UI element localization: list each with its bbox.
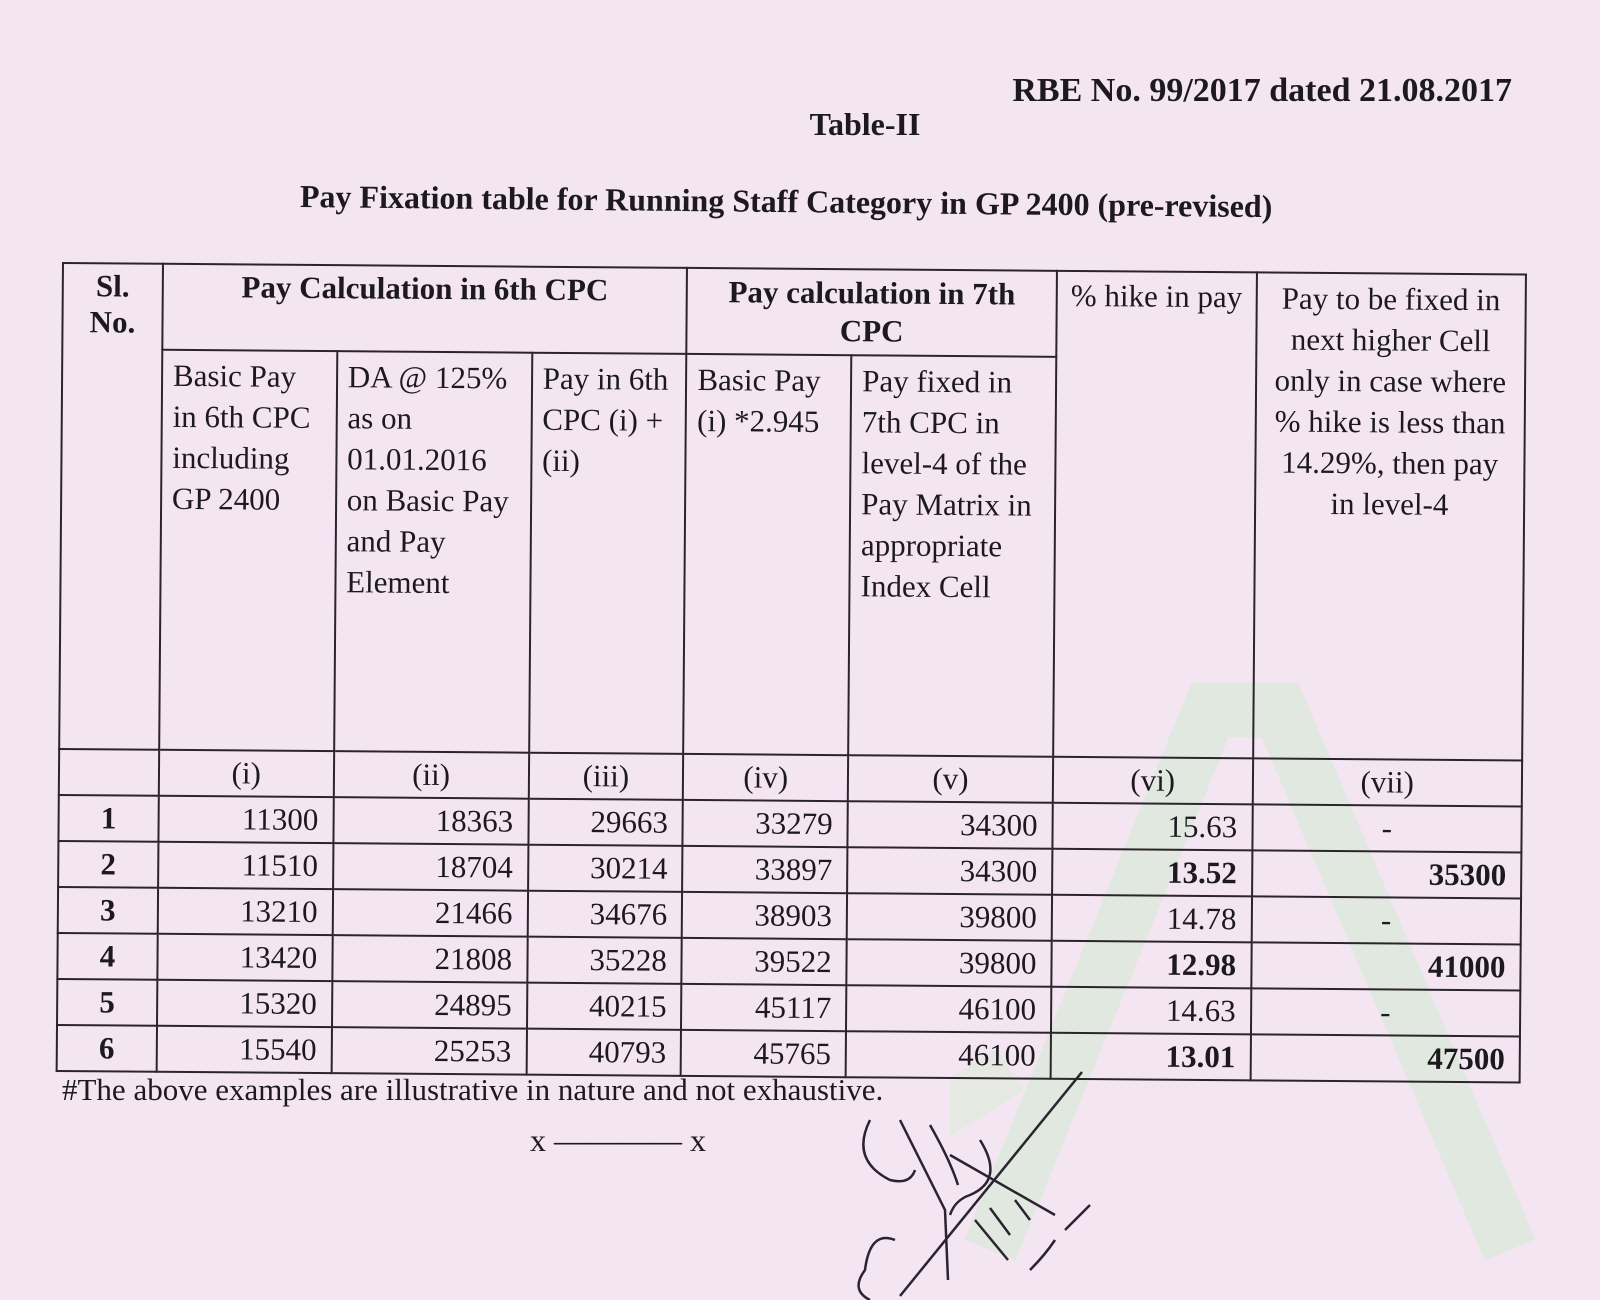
value-cell: 21808 (332, 935, 528, 983)
value-cell: 39522 (681, 937, 847, 986)
sl-no-cell: 1 (58, 794, 159, 842)
pay-fixation-table: Sl. No. Pay Calculation in 6th CPC Pay c… (56, 262, 1527, 1083)
hike-header: % hike in pay (1053, 270, 1257, 759)
sl-no-cell: 4 (57, 932, 158, 980)
value-cell: 33279 (682, 799, 848, 848)
group-6th-cpc-header: Pay Calculation in 6th CPC (162, 263, 688, 354)
value-cell: 45117 (681, 983, 847, 1032)
col-iv-header: Basic Pay (i) *2.945 (683, 353, 852, 756)
sl-no-cell: 5 (57, 978, 158, 1026)
value-cell: 39800 (846, 939, 1052, 987)
value-cell: 46100 (846, 985, 1052, 1033)
watermark-logo (950, 682, 1536, 1261)
value-cell: 45765 (680, 1029, 847, 1078)
roman-label: (i) (158, 749, 334, 798)
col-ii-header: DA @ 125% as on 01.01.2016 on Basic Pay … (333, 351, 532, 753)
value-cell: 14.63 (1050, 986, 1251, 1035)
roman-label: (iii) (528, 752, 684, 800)
value-cell: - (1250, 988, 1521, 1037)
group-7th-cpc-header: Pay calculation in 7th CPC (686, 267, 1057, 357)
value-cell: 25253 (331, 1027, 527, 1075)
value-cell: 33897 (682, 845, 848, 894)
value-cell: 18704 (332, 843, 529, 891)
value-cell: 35300 (1251, 850, 1522, 899)
table-label: Table-II (809, 106, 921, 142)
value-cell: 30214 (527, 844, 683, 892)
sl-no-cell: 2 (58, 840, 159, 888)
value-cell: - (1251, 804, 1522, 853)
end-mark: x ———— x (530, 1122, 706, 1158)
sl-no-cell: 6 (56, 1024, 157, 1072)
value-cell: 35228 (526, 936, 683, 984)
value-cell: 34300 (847, 847, 1053, 895)
value-cell: 34300 (847, 801, 1053, 849)
value-cell: 40215 (526, 982, 682, 1030)
sl-no-cell: 3 (57, 886, 158, 934)
value-cell: 13420 (157, 933, 333, 982)
next-cell-header: Pay to be fixed in next higher Cell only… (1252, 272, 1526, 761)
value-cell: 47500 (1250, 1034, 1520, 1083)
sl-no-header: Sl. No. (59, 263, 163, 750)
roman-blank (58, 748, 160, 796)
value-cell: 11510 (157, 841, 334, 890)
document-title: Pay Fixation table for Running Staff Cat… (299, 178, 1273, 225)
col-iii-header: Pay in 6th CPC (i) + (ii) (528, 352, 687, 754)
value-cell: - (1251, 896, 1522, 945)
value-cell: 29663 (528, 798, 684, 846)
handwritten-signature (857, 1071, 1091, 1300)
roman-label: (vii) (1252, 758, 1523, 807)
value-cell: 15540 (156, 1025, 332, 1074)
value-cell: 24895 (331, 981, 527, 1029)
roman-label: (vi) (1052, 756, 1253, 805)
footnote: #The above examples are illustrative in … (62, 1072, 884, 1107)
value-cell: 15.63 (1052, 802, 1253, 851)
col-v-header: Pay fixed in 7th CPC in level-4 of the P… (848, 355, 1057, 757)
value-cell: 15320 (156, 979, 333, 1028)
reference-number: RBE No. 99/2017 dated 21.08.2017 (1012, 72, 1512, 109)
value-cell: 13.52 (1052, 848, 1252, 897)
value-cell: 12.98 (1051, 940, 1252, 989)
value-cell: 38903 (682, 891, 848, 940)
value-cell: 13210 (157, 887, 333, 936)
value-cell: 41000 (1250, 942, 1521, 991)
value-cell: 14.78 (1051, 894, 1252, 943)
value-cell: 11300 (158, 795, 334, 844)
value-cell: 40793 (526, 1028, 682, 1076)
col-i-header: Basic Pay in 6th CPC including GP 2400 (159, 349, 338, 752)
roman-label: (ii) (333, 751, 529, 799)
value-cell: 34676 (527, 890, 683, 938)
roman-label: (iv) (683, 753, 849, 802)
value-cell: 39800 (846, 893, 1053, 941)
value-cell: 21466 (332, 889, 528, 937)
roman-label: (v) (847, 755, 1054, 803)
value-cell: 18363 (333, 797, 529, 845)
